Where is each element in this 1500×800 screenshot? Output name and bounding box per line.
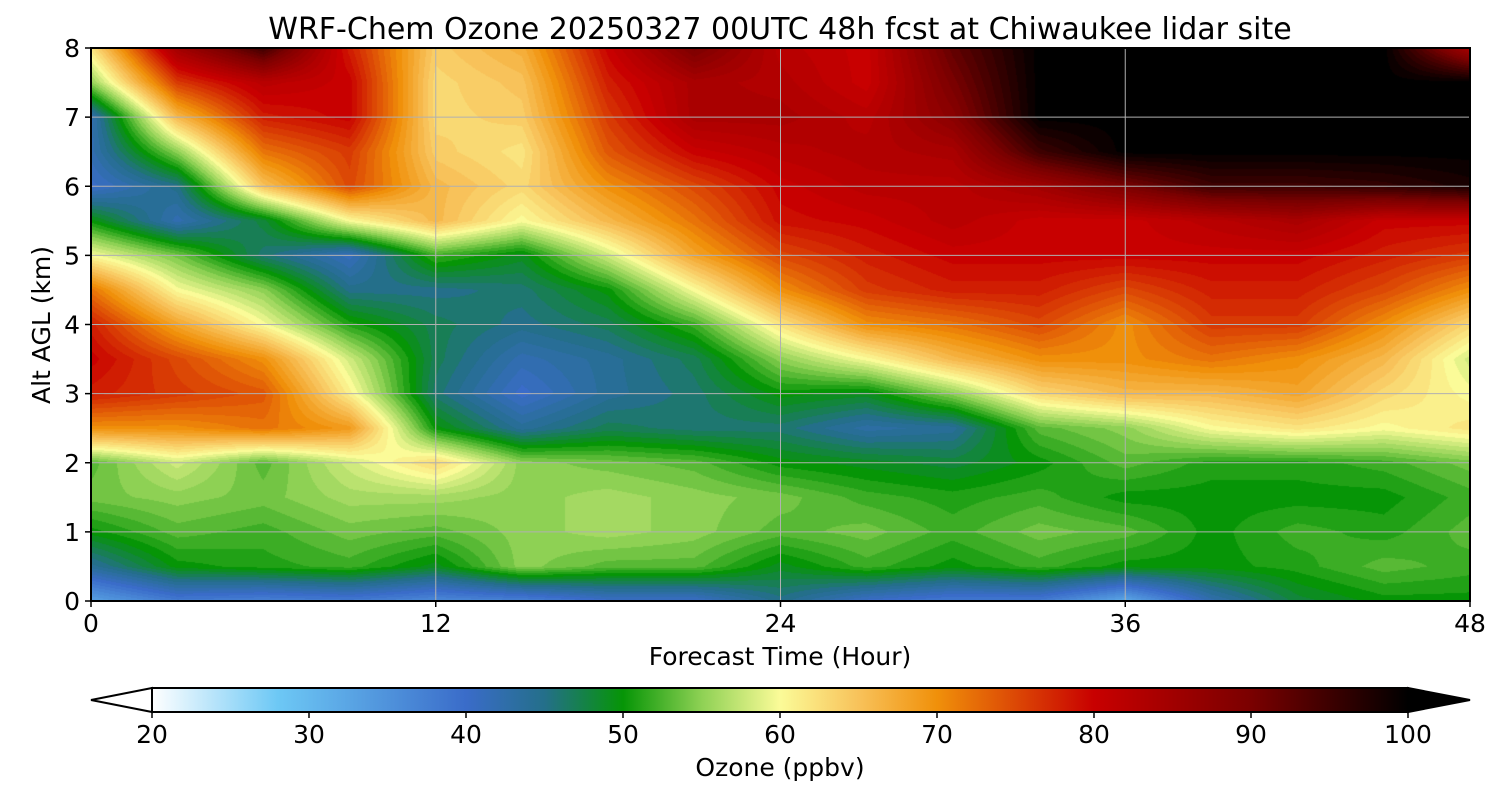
y-tick-label: 8 [64, 34, 80, 63]
y-tick-label: 4 [64, 311, 80, 340]
colorbar-tick-label: 30 [293, 720, 325, 749]
colorbar-extend-max [1407, 686, 1471, 714]
colorbar-tick-label: 70 [921, 720, 953, 749]
colorbar-tick-label: 50 [607, 720, 639, 749]
colorbar-tick-label: 20 [136, 720, 168, 749]
y-tick-label: 0 [64, 587, 80, 616]
chart-title: WRF-Chem Ozone 20250327 00UTC 48h fcst a… [268, 12, 1291, 47]
colorbar-label: Ozone (ppbv) [695, 753, 864, 782]
colorbar [152, 688, 1408, 712]
colorbar-tick-label: 40 [450, 720, 482, 749]
x-axis-label: Forecast Time (Hour) [649, 642, 912, 671]
colorbar-tick-label: 100 [1384, 720, 1432, 749]
x-tick-label: 12 [420, 609, 452, 638]
colorbar-tick-label: 80 [1078, 720, 1110, 749]
y-tick-label: 1 [64, 518, 80, 547]
y-tick-label: 6 [64, 172, 80, 201]
colorbar-extend-min [90, 686, 153, 714]
x-axis-ticks: 0 12 24 36 48 [83, 601, 1486, 638]
colorbar-tick-label: 60 [764, 720, 796, 749]
grid-lines [91, 48, 1470, 601]
x-tick-label: 24 [765, 609, 797, 638]
y-tick-label: 5 [64, 241, 80, 270]
x-tick-label: 0 [83, 609, 99, 638]
x-tick-label: 48 [1454, 609, 1486, 638]
y-tick-label: 7 [64, 103, 80, 132]
y-axis-ticks: 0 1 2 3 4 5 6 7 8 [64, 34, 91, 616]
colorbar-tick-label: 90 [1235, 720, 1267, 749]
y-tick-label: 2 [64, 449, 80, 478]
y-axis-label: Alt AGL (km) [27, 246, 56, 404]
colorbar-ticks: 20 30 40 50 60 70 80 90 100 [136, 712, 1432, 749]
y-tick-label: 3 [64, 380, 80, 409]
x-tick-label: 36 [1109, 609, 1141, 638]
